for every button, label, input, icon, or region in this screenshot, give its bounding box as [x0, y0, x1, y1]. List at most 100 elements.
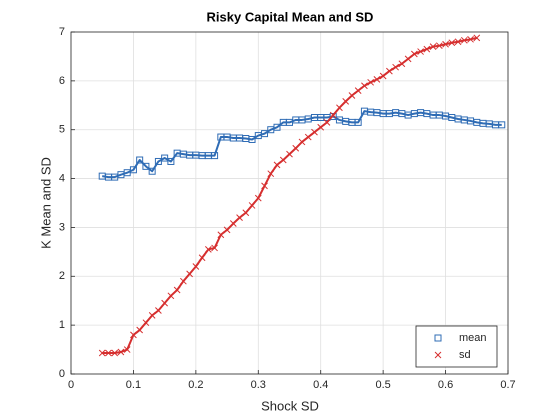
marker-x-stroke: [367, 78, 375, 86]
marker-x-stroke: [180, 277, 187, 285]
marker-x-stroke: [161, 299, 168, 307]
marker-square: [142, 162, 150, 170]
marker-x: [398, 60, 406, 68]
marker-x: [111, 349, 119, 357]
marker-x-stroke: [392, 63, 399, 71]
marker-x-stroke: [429, 43, 437, 51]
marker-x: [117, 348, 125, 356]
marker-x: [392, 63, 399, 71]
marker-x-stroke: [467, 35, 474, 43]
marker-x: [434, 351, 442, 359]
marker-x-stroke: [336, 104, 343, 112]
marker-x-stroke: [323, 119, 331, 126]
marker-x-stroke: [98, 349, 106, 357]
ticks: 0 0.1 0.2 0.3 0.4 0.5 0.6 0.7 0 1 2 3 4 5 6 7: [59, 26, 516, 391]
marker-x: [192, 263, 200, 270]
marker-x: [379, 72, 387, 80]
marker-x-stroke: [192, 263, 200, 270]
marker-x: [267, 170, 275, 178]
marker-x-stroke: [286, 150, 293, 158]
x-axis-label: Shock SD: [261, 398, 319, 413]
marker-x: [467, 35, 474, 43]
marker-x: [361, 82, 368, 90]
marker-x-stroke: [354, 87, 362, 94]
marker-x-stroke: [236, 214, 243, 222]
x-tick-label: 0.4: [313, 379, 328, 391]
legend-label: sd: [459, 349, 471, 361]
marker-x-stroke: [342, 98, 350, 105]
series-layer: [98, 34, 506, 357]
marker-x: [98, 349, 106, 357]
y-tick-label: 5: [59, 124, 65, 136]
marker-x-stroke: [217, 231, 225, 239]
marker-x-stroke: [105, 349, 112, 357]
marker-x-stroke: [279, 156, 287, 164]
marker-x: [323, 119, 331, 126]
x-tick-label: 0.3: [251, 379, 266, 391]
marker-x: [254, 194, 262, 202]
marker-x: [142, 319, 150, 327]
marker-x-stroke: [311, 128, 318, 136]
marker-x: [105, 349, 112, 357]
marker-x: [317, 123, 325, 131]
marker-x: [286, 150, 293, 158]
marker-x-stroke: [111, 349, 119, 357]
marker-x: [292, 144, 300, 152]
marker-square: [211, 152, 219, 160]
marker-square: [273, 123, 281, 131]
marker-x-stroke: [198, 254, 206, 262]
marker-x: [155, 307, 162, 314]
marker-square: [354, 118, 362, 126]
marker-x: [336, 104, 343, 112]
marker-x: [448, 39, 456, 47]
marker-x: [354, 87, 362, 94]
marker-x-stroke: [136, 326, 144, 334]
marker-x-stroke: [448, 39, 456, 47]
marker-x: [261, 182, 268, 190]
marker-square: [261, 130, 269, 138]
marker-x: [442, 40, 449, 48]
marker-square: [498, 121, 506, 129]
marker-x-stroke: [254, 194, 262, 202]
marker-x-stroke: [148, 312, 156, 319]
marker-x: [473, 34, 481, 42]
marker-x: [454, 38, 462, 46]
marker-x: [304, 133, 312, 141]
marker-x: [236, 214, 243, 222]
y-tick-label: 4: [59, 172, 65, 184]
marker-x-stroke: [329, 111, 337, 119]
marker-square: [129, 166, 137, 174]
marker-x-stroke: [242, 209, 250, 217]
marker-x: [180, 277, 187, 285]
marker-x-stroke: [223, 226, 231, 234]
marker-x: [273, 161, 281, 169]
marker-x-stroke: [261, 182, 268, 190]
marker-x-stroke: [404, 55, 412, 63]
marker-x-stroke: [398, 60, 406, 68]
marker-x: [229, 220, 237, 227]
marker-x: [342, 98, 350, 105]
marker-x: [148, 312, 156, 319]
marker-x: [386, 67, 393, 75]
marker-x-stroke: [155, 307, 162, 314]
marker-x-stroke: [435, 42, 443, 50]
marker-x: [123, 346, 131, 353]
marker-square: [248, 135, 256, 143]
y-tick-label: 3: [59, 221, 65, 233]
marker-x: [298, 138, 306, 146]
marker-x-stroke: [386, 67, 393, 75]
marker-x-stroke: [273, 161, 281, 169]
marker-x: [211, 244, 218, 252]
marker-x-stroke: [411, 50, 418, 58]
marker-x: [423, 45, 431, 53]
series-line: [102, 110, 502, 179]
marker-x: [130, 331, 137, 339]
marker-x-stroke: [142, 319, 150, 327]
marker-x: [161, 299, 168, 307]
marker-x: [329, 111, 337, 119]
marker-x-stroke: [117, 348, 125, 356]
axes-box: [70, 31, 509, 375]
marker-x: [373, 76, 381, 83]
marker-x: [167, 292, 175, 300]
